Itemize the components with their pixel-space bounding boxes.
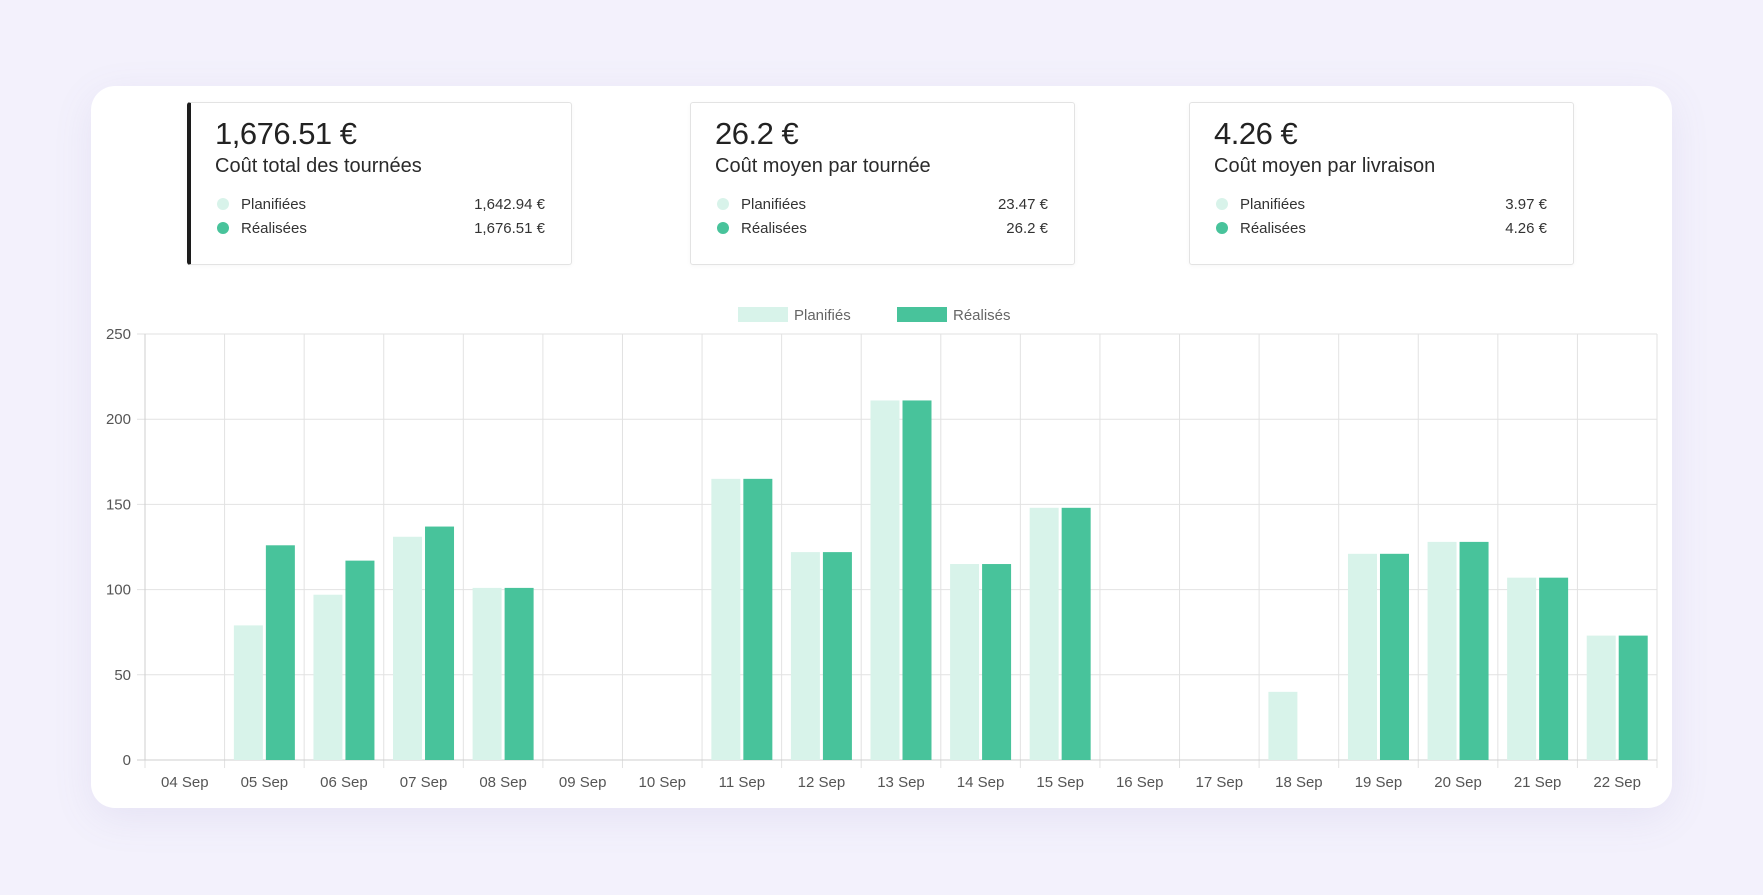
y-tick-label: 100	[106, 582, 131, 599]
planned-dot-icon	[217, 198, 229, 210]
x-tick-label: 05 Sep	[241, 774, 289, 791]
bar-actual[interactable]	[1061, 507, 1091, 760]
bar-planned[interactable]	[1268, 691, 1298, 760]
card-label: Coût moyen par tournée	[715, 155, 931, 177]
actual-dot-icon	[217, 222, 229, 234]
bar-planned[interactable]	[472, 587, 502, 760]
card-row-actual: Réalisées 4.26 €	[1214, 216, 1547, 240]
y-tick-label: 50	[114, 667, 131, 684]
x-tick-label: 19 Sep	[1355, 774, 1403, 791]
card-row-planned: Planifiées 1,642.94 €	[215, 192, 545, 216]
bar-actual[interactable]	[504, 587, 534, 760]
row-value: 1,642.94 €	[474, 195, 545, 213]
row-label: Réalisées	[741, 219, 807, 237]
y-tick-label: 150	[106, 496, 131, 513]
x-tick-label: 13 Sep	[877, 774, 925, 791]
x-tick-label: 11 Sep	[719, 774, 765, 791]
card-avg-cost-per-route[interactable]: 26.2 € Coût moyen par tournée Planifiées…	[690, 102, 1075, 265]
bar-actual[interactable]	[345, 560, 375, 760]
bar-planned[interactable]	[313, 594, 343, 760]
legend-label-planned[interactable]: Planifiés	[794, 307, 851, 324]
bar-planned[interactable]	[393, 536, 423, 760]
bar-planned[interactable]	[950, 564, 980, 760]
bar-actual[interactable]	[743, 478, 773, 760]
x-tick-label: 06 Sep	[320, 774, 368, 791]
x-tick-label: 22 Sep	[1593, 774, 1641, 791]
bar-planned[interactable]	[1029, 507, 1059, 760]
actual-dot-icon	[717, 222, 729, 234]
y-tick-label: 0	[123, 752, 131, 769]
x-tick-label: 07 Sep	[400, 774, 448, 791]
x-tick-label: 17 Sep	[1196, 774, 1244, 791]
card-row-actual: Réalisées 26.2 €	[715, 216, 1048, 240]
card-label: Coût total des tournées	[215, 155, 422, 177]
x-tick-label: 04 Sep	[161, 774, 209, 791]
card-total-cost[interactable]: 1,676.51 € Coût total des tournées Plani…	[187, 102, 572, 265]
bar-actual[interactable]	[1618, 635, 1648, 760]
x-tick-label: 16 Sep	[1116, 774, 1164, 791]
row-value: 4.26 €	[1505, 219, 1547, 237]
bar-actual[interactable]	[822, 552, 852, 760]
row-value: 23.47 €	[997, 195, 1048, 213]
bar-actual[interactable]	[425, 526, 455, 760]
bar-planned[interactable]	[790, 552, 820, 760]
bar-planned[interactable]	[1347, 553, 1377, 760]
x-tick-label: 18 Sep	[1275, 774, 1323, 791]
y-tick-label: 200	[106, 411, 131, 428]
x-tick-label: 15 Sep	[1036, 774, 1084, 791]
x-tick-label: 14 Sep	[957, 774, 1005, 791]
x-tick-label: 10 Sep	[638, 774, 686, 791]
x-tick-label: 21 Sep	[1514, 774, 1562, 791]
bar-actual[interactable]	[1459, 541, 1489, 760]
bar-planned[interactable]	[1507, 577, 1537, 760]
x-tick-label: 09 Sep	[559, 774, 607, 791]
x-tick-label: 20 Sep	[1434, 774, 1482, 791]
bar-planned[interactable]	[1427, 541, 1457, 760]
legend-swatch-actual[interactable]	[897, 307, 947, 322]
bar-actual[interactable]	[265, 545, 295, 760]
x-tick-label: 08 Sep	[479, 774, 527, 791]
row-value: 3.97 €	[1505, 195, 1547, 213]
bar-actual[interactable]	[982, 564, 1012, 760]
card-row-planned: Planifiées 3.97 €	[1214, 192, 1547, 216]
y-tick-label: 250	[106, 326, 131, 343]
actual-dot-icon	[1216, 222, 1228, 234]
legend-label-actual[interactable]: Réalisés	[953, 307, 1011, 324]
planned-dot-icon	[717, 198, 729, 210]
x-tick-label: 12 Sep	[798, 774, 846, 791]
bar-planned[interactable]	[233, 625, 263, 760]
card-value: 1,676.51 €	[215, 116, 357, 151]
bar-planned[interactable]	[870, 400, 900, 760]
row-label: Planifiées	[241, 195, 307, 213]
card-value: 26.2 €	[715, 116, 799, 151]
card-avg-cost-per-delivery[interactable]: 4.26 € Coût moyen par livraison Planifié…	[1189, 102, 1574, 265]
row-label: Réalisées	[241, 219, 307, 237]
bar-planned[interactable]	[711, 478, 741, 760]
row-label: Réalisées	[1240, 219, 1306, 237]
bar-actual[interactable]	[1379, 553, 1409, 760]
row-value: 26.2 €	[1006, 219, 1048, 237]
legend-swatch-planned[interactable]	[738, 307, 788, 322]
row-label: Planifiées	[741, 195, 807, 213]
bar-planned[interactable]	[1586, 635, 1616, 760]
card-row-planned: Planifiées 23.47 €	[715, 192, 1048, 216]
row-value: 1,676.51 €	[474, 219, 545, 237]
card-value: 4.26 €	[1214, 116, 1298, 151]
card-row-actual: Réalisées 1,676.51 €	[215, 216, 545, 240]
planned-dot-icon	[1216, 198, 1228, 210]
row-label: Planifiées	[1240, 195, 1306, 213]
bar-actual[interactable]	[902, 400, 932, 760]
card-label: Coût moyen par livraison	[1214, 155, 1436, 177]
bar-actual[interactable]	[1539, 577, 1569, 760]
